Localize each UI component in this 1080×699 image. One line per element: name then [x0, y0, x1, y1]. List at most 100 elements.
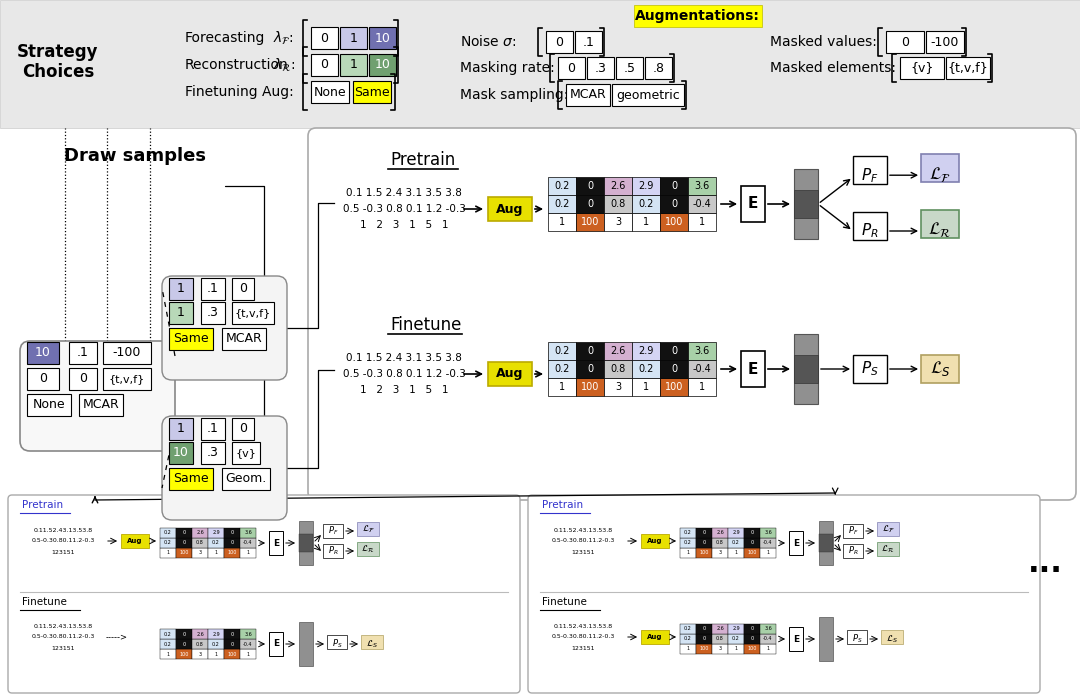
Bar — [232, 418, 254, 440]
Bar — [121, 534, 149, 548]
Bar — [634, 5, 762, 27]
Text: 10: 10 — [173, 447, 189, 459]
Text: -100: -100 — [931, 36, 959, 48]
Text: 3.6: 3.6 — [244, 531, 252, 535]
Text: 1: 1 — [767, 647, 770, 651]
Bar — [192, 639, 208, 649]
Bar — [208, 548, 224, 558]
Bar — [886, 31, 924, 53]
Text: 1: 1 — [177, 422, 185, 435]
Bar — [208, 649, 224, 659]
Text: 0.11.52.43.13.53.8: 0.11.52.43.13.53.8 — [33, 624, 93, 628]
Bar — [660, 342, 688, 360]
Bar — [604, 360, 632, 378]
Bar — [680, 528, 696, 538]
Text: $\mathcal{L}_S$: $\mathcal{L}_S$ — [930, 359, 950, 378]
Text: Pretrain: Pretrain — [542, 500, 583, 510]
Bar — [632, 360, 660, 378]
Text: 0: 0 — [751, 531, 754, 535]
Text: 2.9: 2.9 — [732, 531, 740, 535]
Text: Finetune: Finetune — [22, 597, 67, 607]
Bar — [688, 195, 716, 213]
Bar — [728, 624, 744, 634]
Bar — [660, 177, 688, 195]
Bar — [728, 634, 744, 644]
Text: 100: 100 — [179, 651, 189, 656]
Bar — [176, 649, 192, 659]
Bar — [696, 634, 712, 644]
Text: -0.4: -0.4 — [243, 642, 253, 647]
Bar — [240, 528, 256, 538]
Bar — [224, 528, 240, 538]
Bar — [357, 542, 379, 556]
Text: 0.8: 0.8 — [197, 642, 204, 647]
Text: 0: 0 — [901, 36, 909, 48]
Bar — [340, 27, 367, 49]
FancyBboxPatch shape — [308, 128, 1076, 500]
Text: 2.6: 2.6 — [610, 346, 625, 356]
Text: 2.6: 2.6 — [716, 626, 724, 631]
Text: $P_R$: $P_R$ — [861, 222, 879, 240]
Bar — [323, 524, 343, 538]
Bar — [566, 84, 610, 106]
Text: $P_S$: $P_S$ — [332, 637, 342, 650]
Bar — [576, 378, 604, 396]
Text: $P_S$: $P_S$ — [861, 360, 879, 378]
Bar — [696, 538, 712, 548]
Text: 3.6: 3.6 — [244, 631, 252, 637]
Text: $P_F$: $P_F$ — [327, 525, 338, 538]
Text: ----->: -----> — [106, 633, 129, 642]
Text: 0: 0 — [239, 422, 247, 435]
Text: 1: 1 — [350, 59, 357, 71]
Text: $\lambda_\mathcal{F}$:: $\lambda_\mathcal{F}$: — [273, 29, 294, 47]
Text: Same: Same — [173, 333, 208, 345]
Text: MCAR: MCAR — [569, 89, 606, 101]
Bar — [760, 644, 777, 654]
Text: .3: .3 — [595, 62, 607, 75]
Bar — [160, 538, 176, 548]
Text: 0.5 -0.3 0.8 0.1 1.2 -0.3: 0.5 -0.3 0.8 0.1 1.2 -0.3 — [342, 204, 465, 214]
Text: 1: 1 — [559, 382, 565, 392]
Text: 0.2: 0.2 — [684, 626, 692, 631]
Text: 0.11.52.43.13.53.8: 0.11.52.43.13.53.8 — [33, 528, 93, 533]
Text: 100: 100 — [747, 551, 757, 556]
Text: Aug: Aug — [127, 538, 143, 544]
Text: Finetune: Finetune — [390, 316, 461, 334]
Text: 0.8: 0.8 — [610, 199, 625, 209]
Bar — [340, 54, 367, 76]
Text: 1: 1 — [166, 651, 170, 656]
Text: 123151: 123151 — [51, 549, 75, 554]
Text: 0: 0 — [183, 631, 186, 637]
Bar — [27, 394, 71, 416]
Bar — [794, 355, 818, 383]
Text: 123151: 123151 — [51, 645, 75, 651]
Bar — [576, 342, 604, 360]
Text: 0: 0 — [751, 637, 754, 642]
Text: E: E — [747, 361, 758, 377]
Bar — [900, 57, 944, 79]
Text: 0: 0 — [751, 540, 754, 545]
Text: 2.9: 2.9 — [638, 346, 653, 356]
Text: 3: 3 — [615, 382, 621, 392]
Bar — [744, 538, 760, 548]
Bar — [361, 635, 383, 649]
Bar — [311, 54, 338, 76]
Text: 3: 3 — [199, 651, 202, 656]
Text: 1: 1 — [350, 31, 357, 45]
Text: 3: 3 — [718, 551, 721, 556]
Text: 100: 100 — [581, 382, 599, 392]
Bar — [760, 548, 777, 558]
Text: Finetuning Aug:: Finetuning Aug: — [185, 85, 294, 99]
Text: Augmentations:: Augmentations: — [635, 9, 759, 23]
Bar — [548, 378, 576, 396]
Bar — [240, 629, 256, 639]
Bar — [728, 538, 744, 548]
Text: 1: 1 — [215, 651, 217, 656]
Text: 0: 0 — [586, 364, 593, 374]
Bar — [357, 522, 379, 536]
Bar — [712, 624, 728, 634]
Bar — [240, 639, 256, 649]
Text: 2.6: 2.6 — [197, 631, 204, 637]
Bar — [696, 644, 712, 654]
Text: Masked values:: Masked values: — [770, 35, 877, 49]
